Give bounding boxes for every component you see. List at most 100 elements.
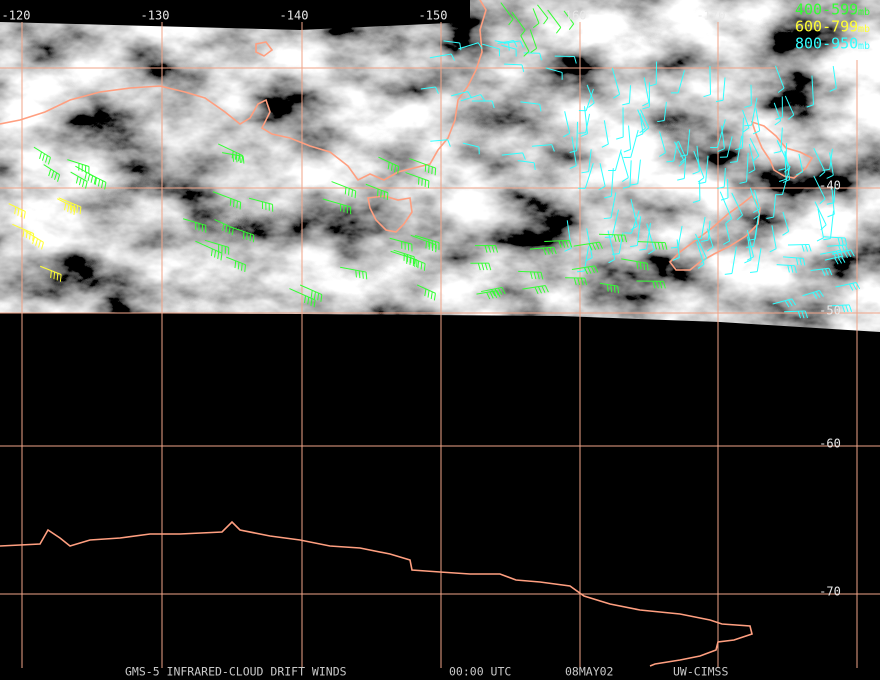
wind-barb-stroke bbox=[551, 144, 555, 152]
wind-barb-stroke bbox=[523, 51, 530, 57]
wind-barb-stroke bbox=[804, 310, 808, 319]
wind-barb-stroke bbox=[431, 243, 434, 251]
wind-barb-stroke bbox=[705, 155, 709, 183]
coordinate-labels: -120 -130 -140 -150 -160 -170 -40 -50 -6… bbox=[2, 9, 841, 599]
wind-barb-stroke bbox=[322, 198, 351, 208]
wind-barb-stroke bbox=[771, 225, 777, 249]
wind-barb-stroke bbox=[236, 200, 238, 209]
wind-barb-stroke bbox=[787, 265, 790, 273]
wind-barb-stroke bbox=[389, 237, 412, 245]
wind-barb-stroke bbox=[843, 251, 848, 259]
wind-barb-stroke bbox=[806, 104, 814, 108]
wind-barb-stroke bbox=[458, 42, 479, 50]
wind-barb-stroke bbox=[25, 230, 28, 239]
wind-barb-stroke bbox=[380, 190, 382, 198]
wind-barb-stroke bbox=[195, 240, 223, 254]
wind-barb-stroke bbox=[12, 223, 34, 235]
legend: 400-599 mb 600-799 mb 800-950 mb bbox=[795, 1, 870, 53]
wind-barb-stroke bbox=[613, 234, 617, 242]
wind-barb-stroke bbox=[604, 195, 612, 199]
wind-barb-stroke bbox=[834, 257, 839, 265]
wind-barb-stroke bbox=[746, 152, 749, 182]
wind-barb-stroke bbox=[23, 211, 26, 219]
wind-barb-stroke bbox=[844, 237, 848, 246]
wind-barb-stroke bbox=[237, 262, 240, 270]
wind-barb-stroke bbox=[631, 210, 640, 234]
wind-barb-stroke bbox=[425, 241, 427, 249]
wind-barb-stroke bbox=[496, 290, 501, 298]
island-coast bbox=[255, 41, 274, 57]
wind-barb-stroke bbox=[573, 241, 600, 247]
wind-barb-stroke bbox=[813, 175, 826, 200]
wind-barb-stroke bbox=[643, 77, 650, 103]
wind-barb-stroke bbox=[636, 261, 639, 269]
wind-barb-stroke bbox=[239, 155, 241, 164]
wind-barb-stroke bbox=[850, 249, 855, 257]
wind-barb-stroke bbox=[666, 160, 674, 163]
wind-barb-stroke bbox=[544, 285, 549, 293]
wind-barb-stroke bbox=[59, 274, 62, 282]
wind-barb-stroke bbox=[568, 240, 573, 248]
wind-barb-stroke bbox=[819, 171, 826, 177]
wind-barb-stroke bbox=[549, 247, 554, 255]
wind-barb-stroke bbox=[498, 287, 503, 295]
wind-barb-stroke bbox=[233, 199, 235, 208]
wind-barb-stroke bbox=[365, 183, 389, 194]
wind-barb-stroke bbox=[573, 56, 577, 64]
latitude-label: -70 bbox=[819, 585, 841, 599]
legend-unit: mb bbox=[858, 7, 870, 18]
wind-barb-stroke bbox=[73, 207, 76, 215]
wind-barb-stroke bbox=[852, 283, 857, 290]
wind-barb-stroke bbox=[433, 293, 436, 301]
wind-barb-stroke bbox=[659, 152, 666, 157]
wind-barb-stroke bbox=[620, 234, 624, 243]
wind-barb-stroke bbox=[553, 246, 557, 255]
wind-barb-stroke bbox=[723, 240, 730, 245]
wind-barb-stroke bbox=[640, 109, 650, 128]
wind-barb-stroke bbox=[623, 148, 631, 153]
wind-barb-stroke bbox=[565, 240, 569, 248]
wind-barb-stroke bbox=[504, 63, 523, 66]
wind-barb-stroke bbox=[530, 47, 537, 53]
wind-barb-stroke bbox=[636, 133, 644, 138]
wind-barb-stroke bbox=[486, 292, 491, 300]
wind-barb-stroke bbox=[568, 23, 575, 30]
wind-barb-stroke bbox=[837, 256, 842, 264]
product-name: GMS-5 INFRARED-CLOUD DRIFT WINDS bbox=[125, 665, 347, 679]
wind-barb-stroke bbox=[40, 265, 62, 275]
wind-barb-stroke bbox=[695, 233, 707, 259]
longitude-label: -120 bbox=[2, 9, 31, 23]
wind-barb-stroke bbox=[586, 228, 593, 258]
wind-barb-stroke bbox=[587, 266, 592, 274]
wind-barb-stroke bbox=[816, 237, 824, 242]
wind-barb-stroke bbox=[655, 281, 659, 289]
wind-barb-stroke bbox=[450, 53, 455, 61]
wind-barb-stroke bbox=[430, 291, 433, 300]
wind-barb-stroke bbox=[838, 245, 842, 253]
wind-barb-stroke bbox=[84, 172, 88, 180]
wind-barb-stroke bbox=[28, 232, 31, 240]
wind-barb-stroke bbox=[304, 295, 307, 304]
wind-barb-stroke bbox=[67, 204, 70, 212]
wind-barb-stroke bbox=[231, 227, 234, 236]
wind-barb-stroke bbox=[739, 181, 747, 184]
wind-barb-stroke bbox=[719, 191, 733, 219]
footer: GMS-5 INFRARED-CLOUD DRIFT WINDS 00:00 U… bbox=[125, 665, 728, 679]
wind-barb-stroke bbox=[378, 156, 399, 167]
wind-barb-stroke bbox=[628, 85, 632, 104]
wind-barb-stroke bbox=[608, 258, 616, 264]
wind-barb-stroke bbox=[673, 141, 678, 162]
wind-barb-stroke bbox=[594, 265, 599, 273]
wind-barb-stroke bbox=[231, 150, 234, 159]
wind-barb-stroke bbox=[672, 257, 680, 261]
legend-unit: mb bbox=[858, 24, 870, 35]
wind-barb-stroke bbox=[581, 171, 589, 174]
wind-barb-stroke bbox=[617, 286, 620, 294]
legend-unit: mb bbox=[858, 41, 870, 52]
wind-barb-stroke bbox=[222, 223, 225, 231]
wind-barb-stroke bbox=[533, 162, 536, 171]
wind-barb-stroke bbox=[756, 248, 762, 272]
wind-barb-stroke bbox=[677, 225, 683, 248]
wind-barb-stroke bbox=[57, 174, 61, 182]
